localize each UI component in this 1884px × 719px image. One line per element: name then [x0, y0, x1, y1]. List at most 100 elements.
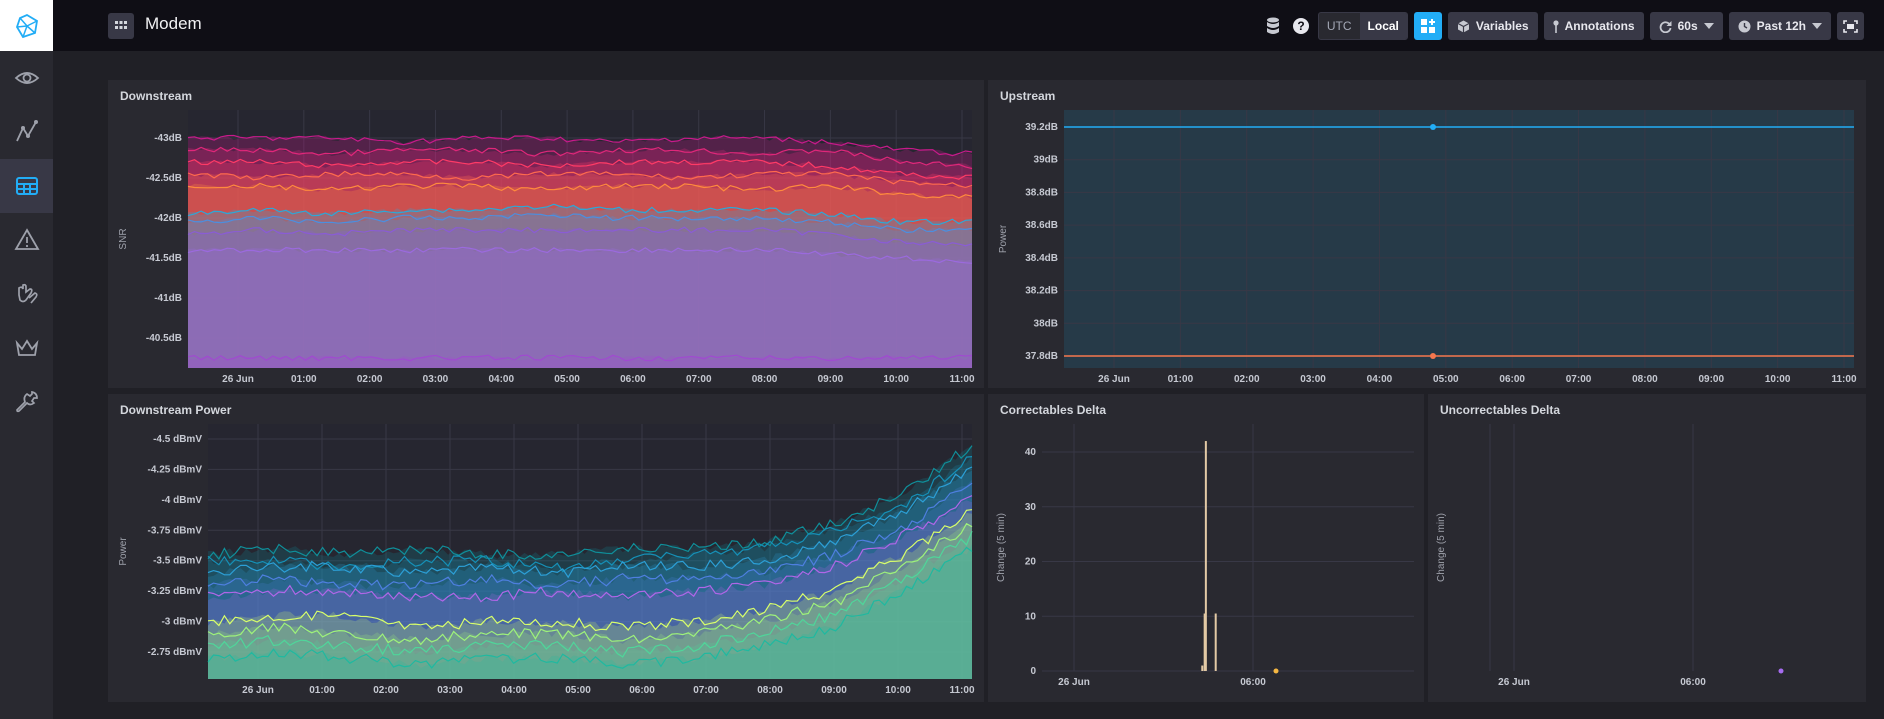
- upstream-chart[interactable]: 39.2dB 39dB 38.8dB 38.6dB 38.4dB 38.2dB 38dB 37…: [988, 80, 1868, 390]
- downstream-chart[interactable]: -43dB -42.5dB -42dB -41.5dB -41dB -40.5dB 26 J…: [108, 80, 986, 390]
- uncorrectables-chart[interactable]: 26 Jun 06:00 Change (5 min): [1428, 394, 1868, 704]
- x-tick-label: 09:00: [821, 685, 847, 696]
- x-tick-label: 10:00: [883, 374, 909, 385]
- dashboard-grid-icon: [15, 177, 38, 195]
- logo[interactable]: [0, 0, 53, 51]
- y-tick-label: -41.5dB: [146, 253, 182, 264]
- alert-triangle-icon: [13, 228, 40, 250]
- series-point: [1430, 124, 1436, 130]
- series-line: [207, 530, 973, 658]
- x-tick-label: 08:00: [752, 374, 778, 385]
- y-tick-label: 10: [1025, 611, 1037, 622]
- cube-logo-icon: [15, 13, 38, 38]
- downstream-power-chart[interactable]: -4.5 dBmV -4.25 dBmV -4 dBmV -3.75 dBmV -3.5…: [108, 394, 986, 704]
- series-area: [188, 205, 972, 368]
- series-line: [187, 212, 973, 234]
- dashboard-menu-button[interactable]: [108, 13, 134, 39]
- y-axis-label: Power: [118, 537, 129, 566]
- time-range-dropdown[interactable]: Past 12h: [1728, 12, 1831, 40]
- x-tick-label: 06:00: [1680, 677, 1706, 688]
- y-tick-label: -43dB: [154, 133, 182, 144]
- series-line: [187, 134, 973, 157]
- panel-downstream-power[interactable]: Downstream Power -4.5 dBmV -4.25 dBmV -4 d…: [107, 393, 985, 703]
- utc-option[interactable]: UTC: [1326, 19, 1352, 33]
- x-tick-label: 26 Jun: [1498, 677, 1530, 688]
- y-tick-label: -4 dBmV: [161, 495, 202, 506]
- panel-upstream[interactable]: Upstream 39.2dB 39dB 38.8dB 38.6dB 38.4dB 38.…: [987, 79, 1867, 389]
- x-tick-label: 26 Jun: [222, 374, 254, 385]
- sidebar-item-log-viewer[interactable]: [0, 267, 53, 321]
- x-tick-label: 06:00: [1499, 374, 1525, 385]
- series-line: [187, 246, 973, 264]
- local-option[interactable]: Local: [1359, 13, 1407, 39]
- add-cell-button[interactable]: [1413, 12, 1442, 40]
- x-tick-label: 03:00: [437, 685, 463, 696]
- y-tick-label: 39.2dB: [1025, 122, 1058, 133]
- series-line: [207, 522, 973, 646]
- top-bar: Modem ? UTC Local Variables Annotations …: [53, 0, 1884, 51]
- panel-title: Correctables Delta: [1000, 403, 1107, 417]
- y-tick-label: 38.6dB: [1025, 220, 1058, 231]
- sidebar-item-admin[interactable]: [0, 321, 53, 375]
- x-tick-label: 11:00: [1831, 374, 1856, 385]
- y-tick-label: -3.5 dBmV: [153, 556, 202, 567]
- annotations-button[interactable]: Annotations: [1543, 12, 1644, 40]
- series-area: [188, 247, 972, 368]
- series-line: [187, 226, 973, 247]
- refresh-label: 60s: [1677, 19, 1698, 33]
- caret-down-icon: [1812, 23, 1822, 29]
- x-tick-label: 26 Jun: [1058, 677, 1090, 688]
- y-tick-label: 38.4dB: [1025, 253, 1058, 264]
- panel-downstream[interactable]: Downstream -43dB -42.5dB -42dB -41.5dB -41dB…: [107, 79, 985, 389]
- series-line: [207, 546, 973, 669]
- y-axis-label: SNR: [118, 228, 129, 249]
- x-tick-label: 04:00: [1367, 374, 1393, 385]
- series-line: [207, 495, 973, 603]
- correctables-chart[interactable]: 40 30 20 10 0 26 Jun 06:00 Change (5 min): [988, 394, 1426, 704]
- series-area: [208, 513, 972, 679]
- y-axis-label: Change (5 min): [1436, 513, 1447, 582]
- plot-area: [188, 110, 972, 368]
- bar: [1203, 613, 1206, 671]
- series-point: [1273, 668, 1279, 674]
- x-tick-label: 01:00: [291, 374, 317, 385]
- sidebar-item-data-explorer[interactable]: [0, 51, 53, 105]
- y-tick-label: 40: [1025, 447, 1037, 458]
- panel-title: Downstream: [120, 89, 193, 103]
- help-icon[interactable]: ?: [1290, 15, 1312, 37]
- expand-icon: [1843, 19, 1858, 33]
- series-area: [188, 171, 972, 368]
- x-tick-label: 01:00: [309, 685, 335, 696]
- sidebar-item-configuration[interactable]: [0, 375, 53, 429]
- panel-uncorrectables-delta[interactable]: Uncorrectables Delta 26 Jun 06:00 Change (…: [1427, 393, 1867, 703]
- bar: [1214, 613, 1217, 671]
- x-tick-label: 04:00: [501, 685, 527, 696]
- series-area: [208, 544, 972, 679]
- x-tick-label: 05:00: [554, 374, 580, 385]
- grid-menu-icon: [115, 21, 127, 29]
- series-area: [188, 227, 972, 368]
- presentation-mode-button[interactable]: [1837, 12, 1864, 40]
- y-tick-label: -42dB: [154, 213, 182, 224]
- sidebar-item-alerting[interactable]: [0, 213, 53, 267]
- x-tick-label: 08:00: [1632, 374, 1658, 385]
- x-tick-label: 03:00: [423, 374, 449, 385]
- panel-title: Uncorrectables Delta: [1440, 403, 1561, 417]
- sidebar-item-graph[interactable]: [0, 105, 53, 159]
- series-line: [187, 170, 973, 189]
- x-tick-label: 03:00: [1300, 374, 1326, 385]
- autorefresh-dropdown[interactable]: 60s: [1649, 12, 1723, 40]
- y-tick-label: -41dB: [154, 293, 182, 304]
- y-tick-label: 37.8dB: [1025, 351, 1058, 362]
- variables-button[interactable]: Variables: [1447, 12, 1538, 40]
- plot-area: [1064, 110, 1854, 368]
- y-axis-label: Power: [998, 224, 1009, 253]
- sidebar-item-dashboards[interactable]: [0, 159, 53, 213]
- series-line: [187, 158, 973, 180]
- y-tick-label: -4.25 dBmV: [148, 464, 203, 475]
- database-icon[interactable]: [1262, 15, 1284, 37]
- x-tick-label: 05:00: [1433, 374, 1459, 385]
- series-area: [188, 212, 972, 368]
- series-line: [187, 354, 973, 362]
- panel-correctables-delta[interactable]: Correctables Delta 40 30 20 10 0 26 Jun 06:00 C…: [987, 393, 1425, 703]
